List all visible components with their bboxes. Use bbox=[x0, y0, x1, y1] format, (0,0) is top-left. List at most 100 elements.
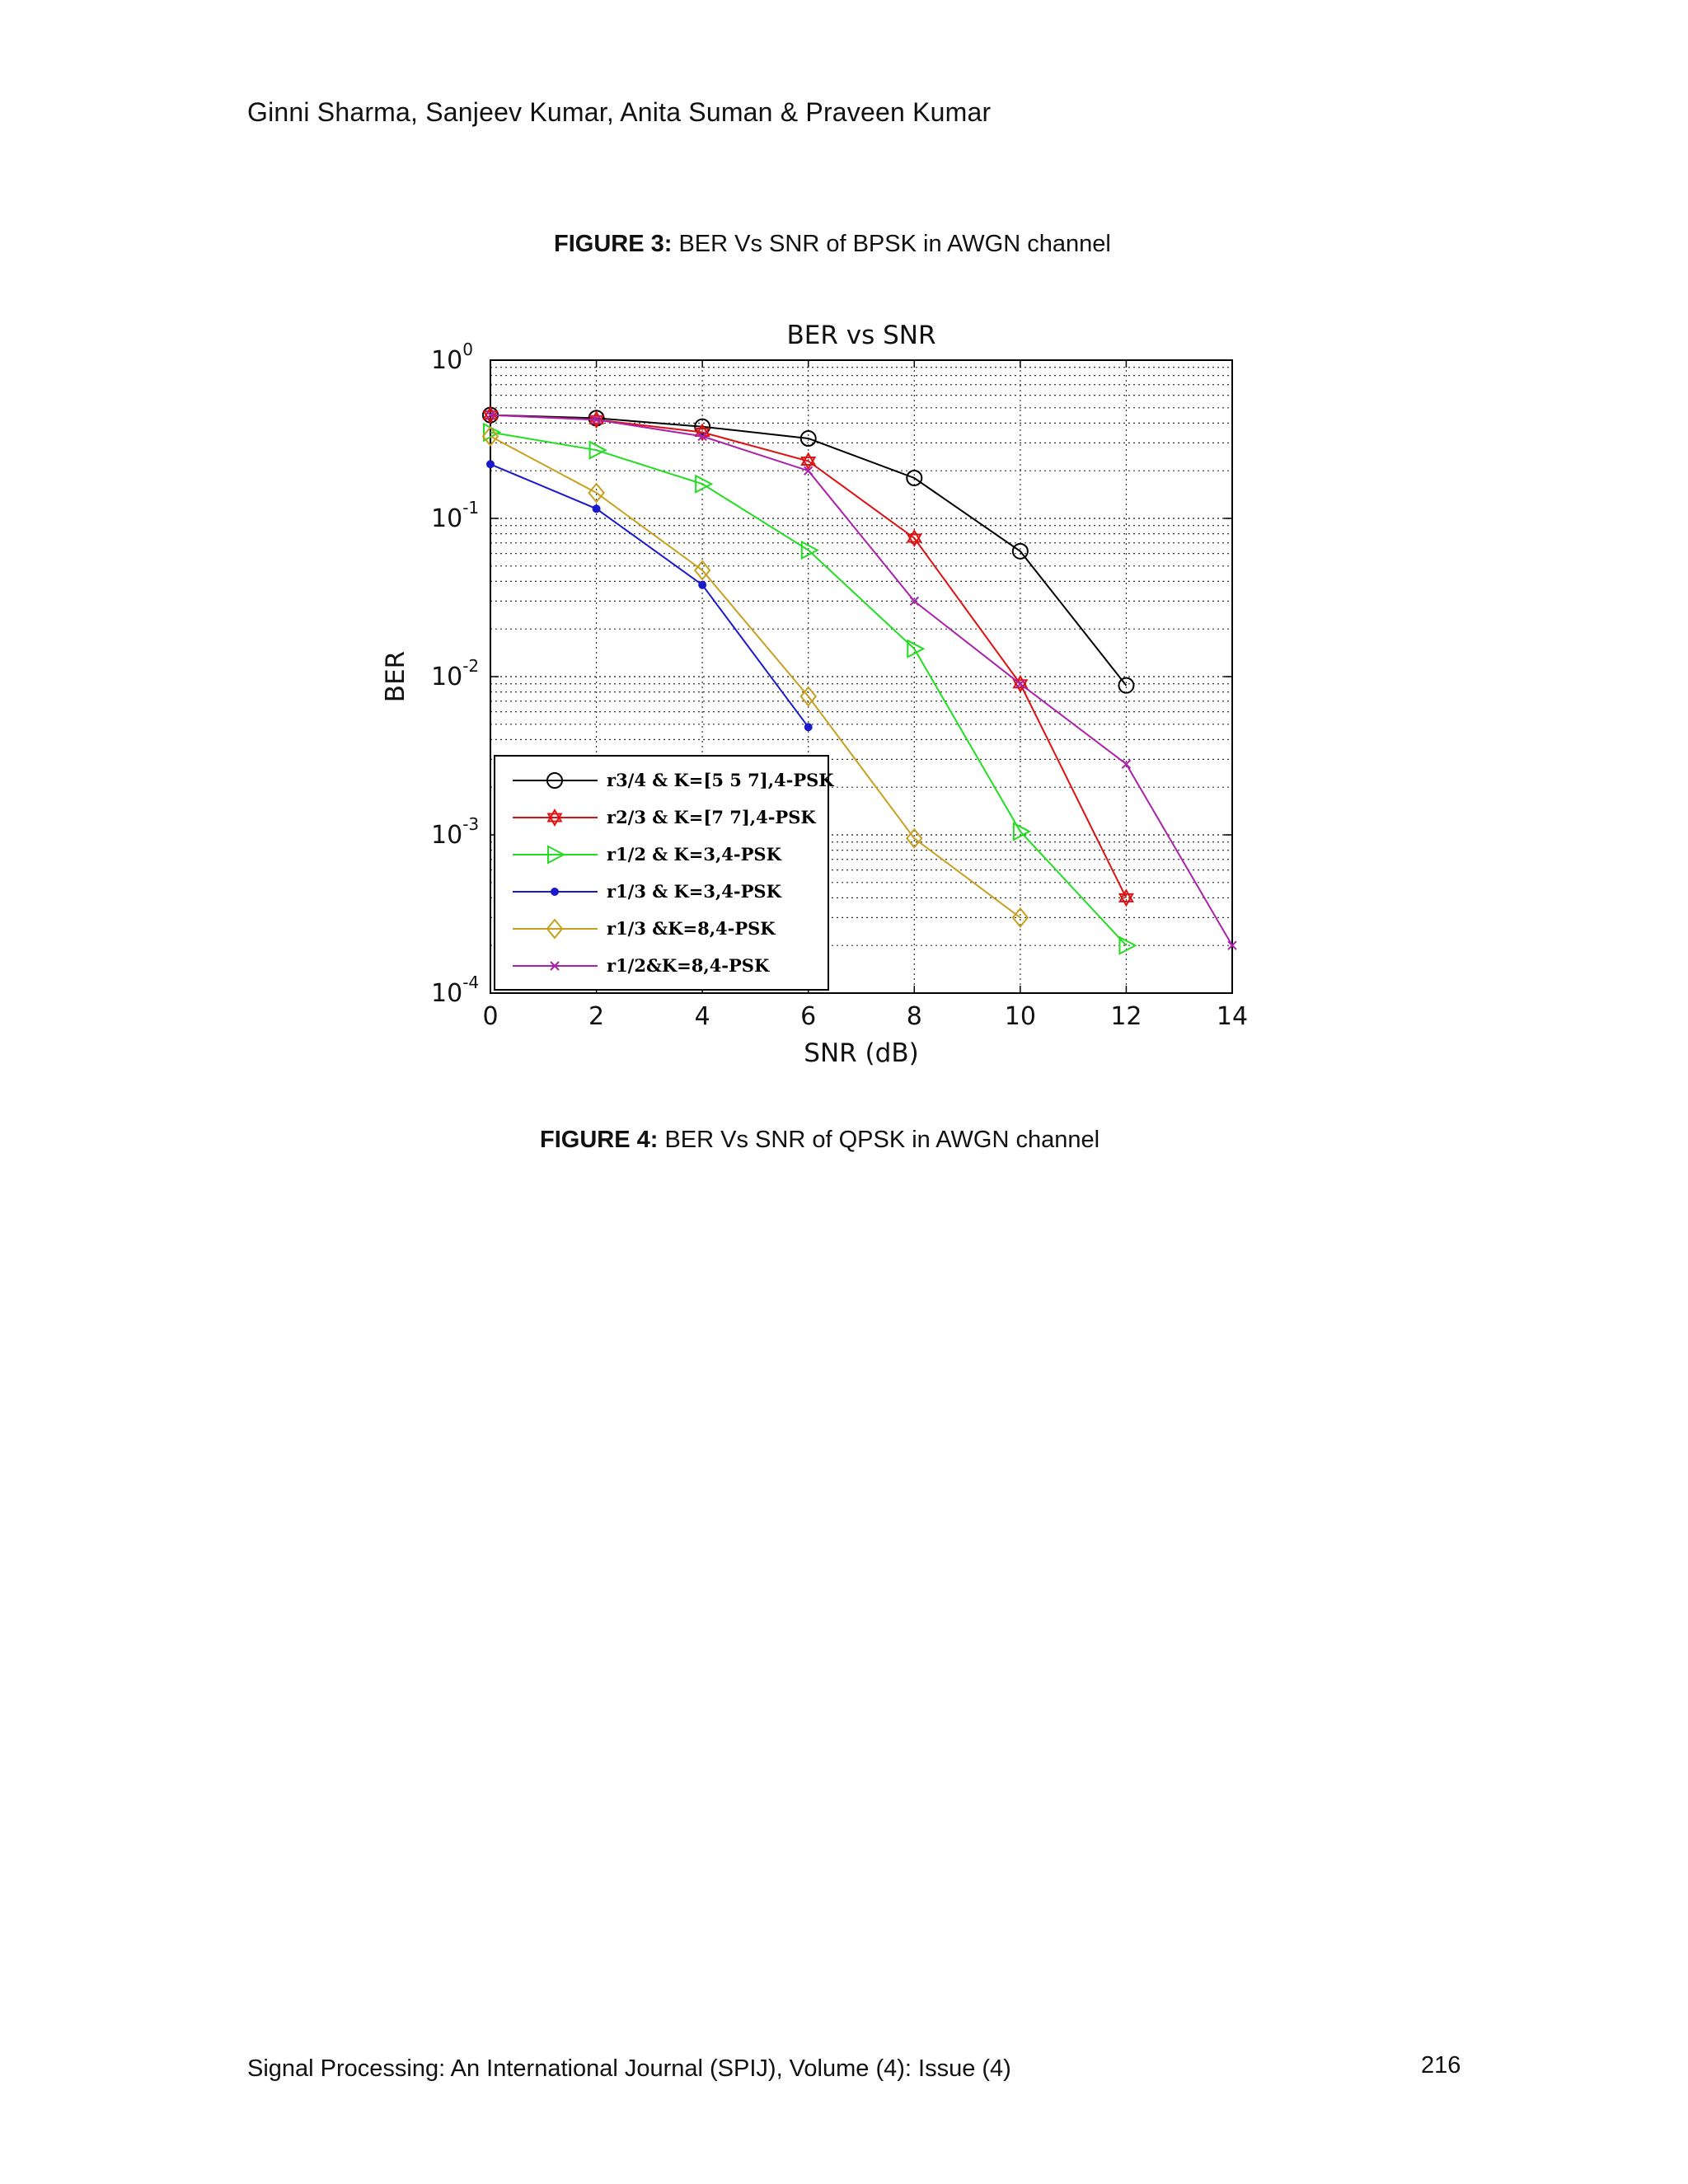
figure-4-caption: FIGURE 4: BER Vs SNR of QPSK in AWGN cha… bbox=[540, 1127, 1100, 1154]
legend-item: r1/2&K=8,4-PSK bbox=[513, 955, 770, 976]
series-line bbox=[490, 431, 1128, 946]
series-6 bbox=[485, 410, 1237, 950]
legend-marker-shape bbox=[550, 961, 560, 971]
data-point bbox=[481, 425, 499, 448]
data-point-shape bbox=[906, 529, 922, 543]
legend-marker bbox=[546, 808, 563, 827]
x-tick-label: 14 bbox=[1217, 1002, 1248, 1031]
legend-marker bbox=[550, 961, 560, 971]
x-tick-label: 6 bbox=[800, 1002, 816, 1031]
legend-label: r3/4 & K=[5 5 7],4-PSK bbox=[607, 770, 834, 790]
data-point-shape bbox=[481, 425, 499, 448]
data-point-shape bbox=[591, 415, 602, 425]
x-tick-label: 10 bbox=[1005, 1002, 1036, 1031]
data-point-shape bbox=[588, 410, 605, 424]
data-point-shape bbox=[804, 466, 814, 476]
legend-marker bbox=[546, 772, 563, 789]
legend-item: r2/3 & K=[7 7],4-PSK bbox=[513, 807, 816, 827]
legend-marker bbox=[547, 845, 566, 865]
y-tick-label: 10-1 bbox=[431, 498, 479, 533]
y-tick-label: 100 bbox=[431, 340, 473, 375]
data-point-shape bbox=[588, 415, 605, 429]
data-point bbox=[486, 460, 495, 469]
series-line bbox=[490, 435, 1021, 919]
y-tick-label: 10-3 bbox=[431, 814, 479, 850]
legend-marker-shape bbox=[546, 772, 563, 789]
data-point bbox=[1118, 935, 1137, 955]
legend-label: r2/3 & K=[7 7],4-PSK bbox=[607, 807, 816, 827]
figure-3-caption: FIGURE 3: BER Vs SNR of BPSK in AWGN cha… bbox=[554, 231, 1111, 258]
running-header: Ginni Sharma, Sanjeev Kumar, Anita Suman… bbox=[247, 97, 992, 127]
legend-marker bbox=[551, 888, 559, 896]
figure-4-label: FIGURE 4: bbox=[540, 1127, 659, 1153]
data-point-shape bbox=[1121, 759, 1132, 769]
legend-marker-shape bbox=[551, 888, 559, 896]
legend-label: r1/2&K=8,4-PSK bbox=[607, 955, 770, 976]
series-line bbox=[490, 414, 1233, 946]
data-point-shape bbox=[694, 418, 711, 435]
x-axis-label: SNR (dB) bbox=[804, 1038, 918, 1068]
data-point-shape bbox=[800, 457, 817, 471]
data-point bbox=[1012, 822, 1032, 841]
legend-label: r1/3 & K=3,4-PSK bbox=[607, 881, 782, 902]
page-number: 216 bbox=[1421, 2052, 1461, 2079]
data-point-shape bbox=[1011, 542, 1029, 560]
data-point bbox=[905, 827, 923, 849]
chart-title: BER vs SNR bbox=[786, 321, 935, 350]
legend-label: r1/3 &K=8,4-PSK bbox=[607, 918, 776, 939]
data-point-shape bbox=[907, 639, 926, 658]
series-line bbox=[490, 463, 809, 728]
y-tick-label: 10-2 bbox=[431, 656, 479, 691]
data-point-shape bbox=[905, 827, 923, 849]
legend-marker-shape bbox=[546, 918, 564, 940]
data-point bbox=[804, 723, 813, 732]
data-point-shape bbox=[695, 474, 714, 494]
data-point bbox=[800, 540, 819, 560]
data-point bbox=[1015, 679, 1025, 689]
x-tick-label: 4 bbox=[695, 1002, 710, 1031]
data-point bbox=[907, 639, 926, 658]
y-tick-label: 10-4 bbox=[431, 972, 479, 1008]
data-point-shape bbox=[1227, 940, 1237, 950]
legend-label: r1/2 & K=3,4-PSK bbox=[607, 844, 782, 865]
data-point-shape bbox=[800, 452, 817, 466]
data-point bbox=[1118, 888, 1134, 907]
legend-item: r1/3 & K=3,4-PSK bbox=[513, 881, 782, 902]
data-point bbox=[588, 482, 605, 504]
legend-item: r1/3 &K=8,4-PSK bbox=[513, 918, 776, 940]
data-point bbox=[909, 596, 919, 607]
x-tick-label: 8 bbox=[907, 1002, 922, 1031]
series-5 bbox=[481, 425, 1029, 928]
data-point-shape bbox=[799, 686, 818, 707]
data-point bbox=[1121, 759, 1132, 769]
data-point-shape bbox=[1011, 907, 1029, 928]
data-point bbox=[693, 560, 711, 581]
legend-marker-shape bbox=[546, 813, 563, 827]
data-point bbox=[799, 686, 818, 707]
data-point bbox=[799, 430, 817, 448]
data-point-shape bbox=[1118, 935, 1137, 955]
data-point bbox=[485, 410, 495, 420]
data-point-shape bbox=[1118, 888, 1134, 902]
data-point-shape bbox=[804, 723, 813, 732]
data-point bbox=[697, 431, 707, 442]
data-point-shape bbox=[588, 482, 605, 504]
data-point bbox=[1118, 677, 1135, 694]
legend-item: r1/2 & K=3,4-PSK bbox=[513, 844, 782, 865]
data-point bbox=[1011, 542, 1029, 560]
x-tick-label: 0 bbox=[482, 1002, 498, 1031]
ber-vs-snr-chart: 0 2 4 6 8 10 12 14 100 10-1 10-2 10-3 10-4 BER vs SNR… bbox=[381, 321, 1248, 1068]
data-point-shape bbox=[697, 431, 707, 442]
data-point bbox=[694, 418, 711, 435]
data-point bbox=[695, 474, 714, 494]
data-point bbox=[591, 415, 602, 425]
y-axis-label: BER bbox=[381, 651, 410, 702]
data-point-shape bbox=[485, 410, 495, 420]
legend-marker-shape bbox=[546, 808, 563, 823]
data-point-shape bbox=[588, 440, 607, 460]
data-point-shape bbox=[1012, 822, 1032, 841]
data-point bbox=[588, 440, 607, 460]
legend-box bbox=[494, 755, 829, 991]
ber-vs-snr-figure: 0 2 4 6 8 10 12 14 100 10-1 10-2 10-3 10-4 BER vs SNR… bbox=[379, 301, 1269, 1076]
data-point-shape bbox=[800, 540, 819, 560]
